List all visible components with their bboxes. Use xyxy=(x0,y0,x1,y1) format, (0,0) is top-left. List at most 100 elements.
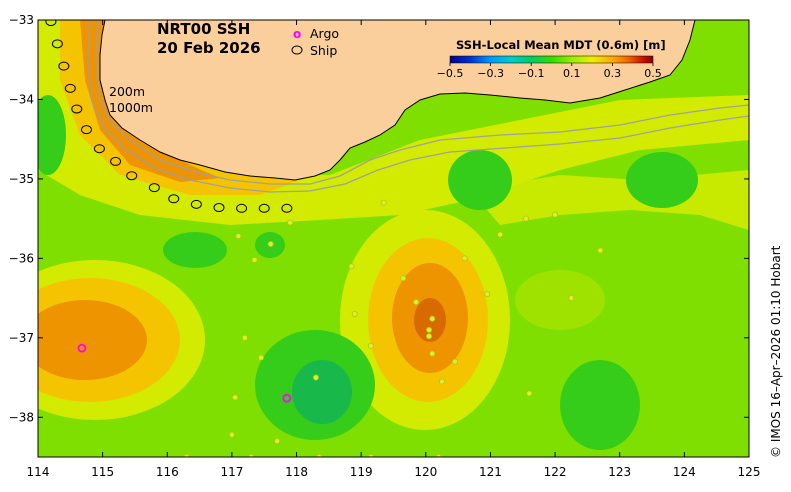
x-tick-label: 116 xyxy=(156,465,179,479)
ship-marker xyxy=(51,39,63,49)
drifter-marker xyxy=(274,438,281,445)
x-tick-label: 115 xyxy=(91,465,114,479)
cold-eddy-northeast xyxy=(448,150,512,210)
drifter-marker xyxy=(451,358,458,365)
colorbar-tick-label: −0.3 xyxy=(477,67,504,80)
drifter-marker xyxy=(367,342,374,349)
drifter-marker xyxy=(426,333,433,340)
x-tick-label: 119 xyxy=(350,465,373,479)
y-tick-label: −35 xyxy=(9,172,34,186)
x-tick-label: 125 xyxy=(738,465,761,479)
x-tick-label: 114 xyxy=(27,465,50,479)
drifter-marker xyxy=(526,390,533,397)
legend-ship-symbol xyxy=(291,45,303,55)
x-tick-label: 120 xyxy=(414,465,437,479)
ship-marker xyxy=(80,125,92,135)
drifter-marker xyxy=(267,241,274,248)
drifter-marker xyxy=(380,199,387,206)
drifter-marker xyxy=(426,326,433,333)
colorbar-tick-label: 0.1 xyxy=(563,67,581,80)
colorbar-tick-label: −0.5 xyxy=(437,67,464,80)
colorbar xyxy=(449,55,654,64)
isobath-1000m xyxy=(87,20,749,193)
plot-frame xyxy=(37,19,750,458)
drifter-marker xyxy=(523,215,530,222)
drifter-marker xyxy=(497,231,504,238)
cold-eddy-north-east2 xyxy=(626,152,698,208)
cold-eddy-west xyxy=(163,232,227,268)
ship-marker xyxy=(93,144,105,154)
y-tick-label: −38 xyxy=(9,410,34,424)
ship-marker xyxy=(58,61,70,71)
ship-marker xyxy=(236,203,248,213)
ship-marker xyxy=(45,20,57,27)
drifter-marker xyxy=(400,275,407,282)
drifter-marker xyxy=(351,310,358,317)
credit: © IMOS 16–Apr–2026 01:10 Hobart xyxy=(769,245,783,458)
ship-marker xyxy=(110,156,122,166)
ship-track xyxy=(45,20,293,213)
drifter-marker xyxy=(438,378,445,385)
drifter-marker xyxy=(251,256,258,263)
warm-eddy-west-core xyxy=(38,300,147,380)
isobath-label-200m: 200m xyxy=(109,84,145,99)
ship-marker xyxy=(213,203,225,213)
drifter-marker xyxy=(429,315,436,322)
drifter-marker xyxy=(484,291,491,298)
ship-marker xyxy=(71,104,83,114)
drifter-marker xyxy=(257,354,264,361)
y-axis: −33 −34 −35 −36 −37 −38 xyxy=(9,13,749,424)
isobath-label-1000m: 1000m xyxy=(109,100,153,115)
ship-marker xyxy=(64,83,76,93)
warm-patch-east xyxy=(515,270,605,330)
drifter-marker xyxy=(552,211,559,218)
drifter-marker xyxy=(413,299,420,306)
drifter-marker xyxy=(348,263,355,270)
argo-marker xyxy=(77,343,87,353)
colorbar-tick-label: 0.5 xyxy=(644,67,662,80)
ship-marker xyxy=(148,183,160,193)
drifter-marker xyxy=(228,431,235,438)
drifter-marker xyxy=(429,350,436,357)
title-product: NRT00 SSH xyxy=(157,20,250,38)
argo-layer xyxy=(77,343,292,403)
ship-marker xyxy=(126,171,138,181)
legend-ship-label: Ship xyxy=(310,43,337,58)
x-tick-label: 123 xyxy=(608,465,631,479)
drifter-marker xyxy=(232,394,239,401)
drifter-marker xyxy=(568,295,575,302)
ship-marker xyxy=(168,194,180,204)
colorbar-tick-label: 0.3 xyxy=(604,67,622,80)
colorbar-title: SSH-Local Mean MDT (0.6m) [m] xyxy=(456,38,666,52)
isobath-200m xyxy=(95,20,749,185)
drifter-marker xyxy=(597,247,604,254)
ship-marker xyxy=(190,199,202,209)
x-tick-label: 118 xyxy=(285,465,308,479)
legend-argo-symbol: o xyxy=(293,27,301,41)
y-tick-label: −37 xyxy=(9,331,34,345)
x-tick-label: 124 xyxy=(673,465,696,479)
y-tick-label: −36 xyxy=(9,251,34,265)
argo-marker xyxy=(282,393,292,403)
title-date: 20 Feb 2026 xyxy=(157,39,261,57)
drifter-marker xyxy=(287,219,294,226)
drifter-marker xyxy=(235,233,242,240)
ship-marker xyxy=(258,203,270,213)
x-tick-label: 117 xyxy=(220,465,243,479)
drifter-marker xyxy=(461,255,468,262)
cold-eddy-east xyxy=(560,360,640,450)
cold-eddy-south-core xyxy=(292,360,352,424)
y-tick-label: −34 xyxy=(9,92,34,106)
x-tick-label: 121 xyxy=(479,465,502,479)
x-axis: 114 115 116 117 118 119 120 121 122 123 124 125 xyxy=(27,20,761,479)
drifter-marker xyxy=(312,374,319,381)
colorbar-ticks: −0.5 −0.3 −0.1 0.1 0.3 0.5 xyxy=(437,63,662,80)
colorbar-tick-label: −0.1 xyxy=(518,67,545,80)
ship-marker xyxy=(281,203,293,213)
drifter-marker xyxy=(241,334,248,341)
warm-patch-northwest xyxy=(38,95,66,175)
y-tick-label: −33 xyxy=(9,13,34,27)
legend-argo-label: Argo xyxy=(310,26,339,41)
x-tick-label: 122 xyxy=(544,465,567,479)
